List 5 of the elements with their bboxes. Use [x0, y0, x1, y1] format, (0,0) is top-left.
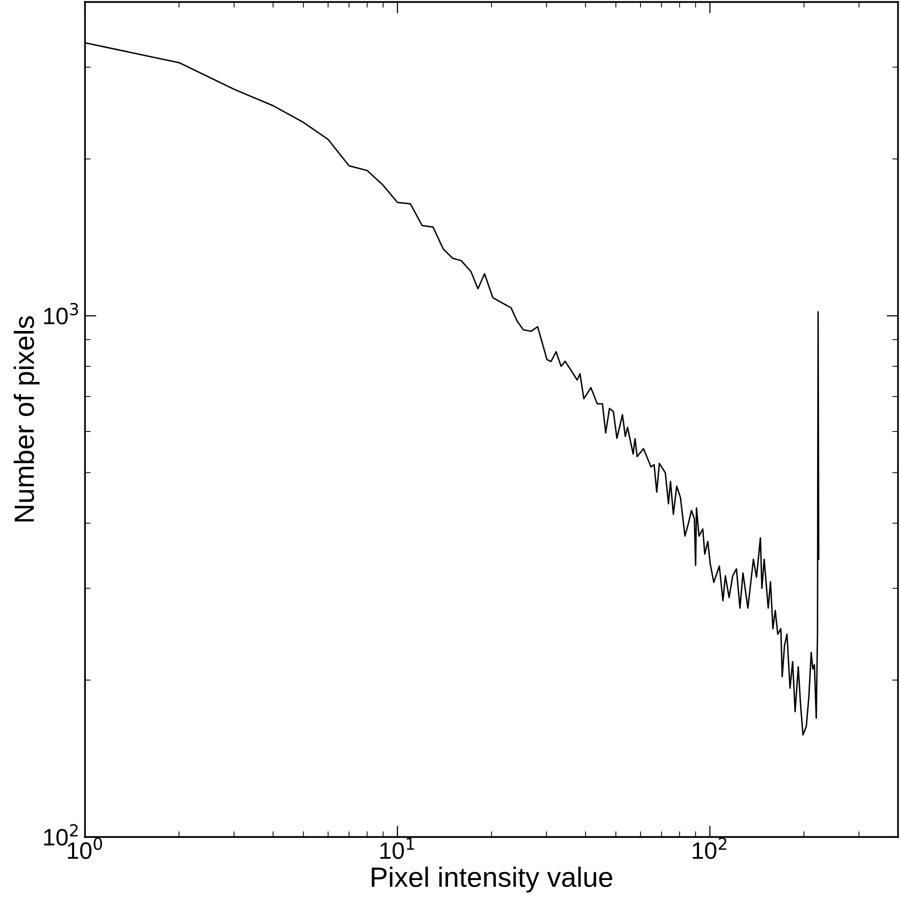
x-axis-title: Pixel intensity value [372, 866, 612, 893]
x-tick-label: 10$^{2}$ [692, 837, 726, 860]
y-tick-label: 10$^{3}$ [44, 302, 78, 324]
x-tick-label: 10$^{1}$ [380, 838, 414, 860]
y-axis-title: Number of pixels [14, 316, 40, 522]
